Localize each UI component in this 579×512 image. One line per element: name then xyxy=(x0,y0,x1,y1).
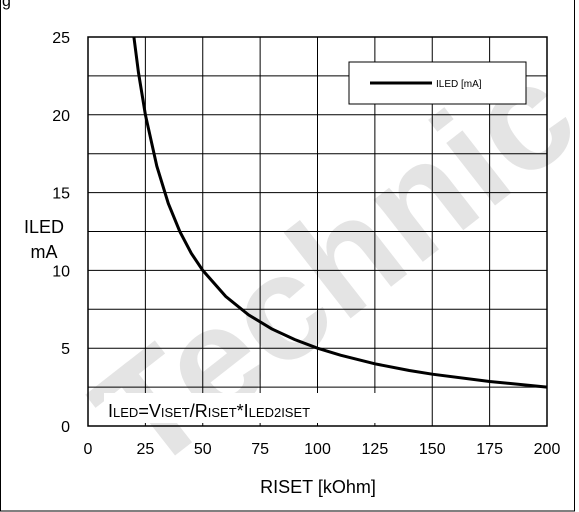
x-tick-label: 100 xyxy=(304,441,331,458)
y-tick-label: 15 xyxy=(52,186,70,203)
series-line xyxy=(132,36,548,389)
plot-area xyxy=(87,36,548,427)
formula-segment: /R xyxy=(190,401,208,421)
y-axis-title-line-1: ILED xyxy=(24,217,64,237)
formula-background xyxy=(104,393,404,423)
y-tick-label: 10 xyxy=(52,263,70,280)
y-tick-label: 25 xyxy=(52,30,70,47)
y-tick-label: 20 xyxy=(52,108,70,125)
formula-segment: =V xyxy=(138,401,161,421)
formula-segment: I xyxy=(108,401,113,421)
formula-annotation: ILED=VISET/RISET*ILED2ISET xyxy=(108,401,310,421)
x-tick-label: 150 xyxy=(419,441,446,458)
formula-segment: ISET xyxy=(161,405,190,420)
x-tick-label: 175 xyxy=(476,441,503,458)
formula-segment: LED xyxy=(113,405,138,420)
x-tick-label: 0 xyxy=(84,441,93,458)
formula-segment: LED2ISET xyxy=(249,405,310,420)
y-tick-label: 5 xyxy=(61,341,70,358)
x-tick-label: 50 xyxy=(194,441,212,458)
y-axis-title-line-2: mA xyxy=(31,242,58,262)
formula-segment: ISET xyxy=(208,405,237,420)
x-tick-label: 75 xyxy=(251,441,269,458)
x-axis-title: RISET [kOhm] xyxy=(260,477,376,497)
grid xyxy=(87,36,548,427)
x-tick-label: 200 xyxy=(534,441,561,458)
legend-label: ILED [mA] xyxy=(436,79,482,90)
x-tick-label: 25 xyxy=(136,441,154,458)
tick-labels: 0 25 50 75 100 125 150 175 200 0 5 10 15 20 25 xyxy=(52,30,560,458)
figure-caption-fragment: g xyxy=(2,0,11,10)
legend: ILED [mA] xyxy=(348,61,527,105)
data-series xyxy=(132,36,548,389)
x-tick-label: 125 xyxy=(362,441,389,458)
formula-segment: *I xyxy=(237,401,249,421)
y-tick-label: 0 xyxy=(61,419,70,436)
